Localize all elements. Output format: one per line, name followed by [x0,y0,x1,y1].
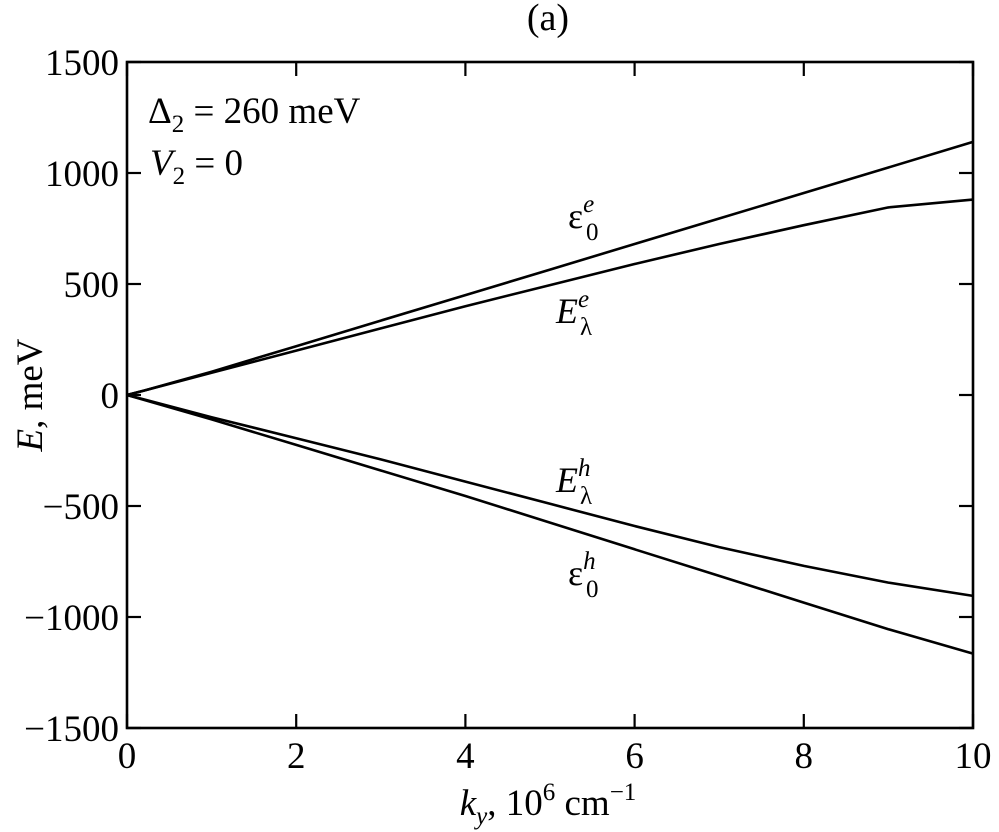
series-label-eps-e-sub: 0 [586,219,599,246]
x-axis-label: ky, 106 cm−1 [460,779,637,830]
x-axis-label-unit: cm [555,783,610,824]
annotation-delta: Δ2 = 260 meV [148,91,361,138]
axis-tick-labels: 0 2 4 6 8 10 1500 1000 500 0 −500 −1000 −1500 [24,43,991,777]
annotation-v-symbol: V [150,143,177,184]
x-tick-label: 8 [795,736,814,777]
y-tick-label: 0 [101,376,120,417]
y-axis-label-E: E [10,429,51,453]
x-tick-label: 0 [118,736,137,777]
x-axis-label-scale: , 10 [487,783,543,824]
x-axis-label-exp: 6 [543,779,556,806]
curve-eps0-e [126,140,974,397]
series-label-E-e: Ee λ [555,286,592,341]
axis-ticks [125,60,975,730]
y-tick-label: −500 [43,487,119,528]
x-axis-label-unit-exp: −1 [610,779,637,806]
annotation-v-sub: 2 [173,163,186,190]
series-label-E-h-sup: h [578,455,591,482]
y-tick-label: 500 [64,265,120,306]
series-label-E-h-main: E [555,460,578,500]
curve-E-lambda-e [126,198,974,397]
annotation-v: V2 = 0 [150,143,243,190]
x-tick-label: 4 [456,736,475,777]
x-axis-label-sub: y [473,803,488,830]
series-label-eps-h-sup: h [583,548,596,575]
data-series [126,140,974,655]
curve-eps0-h [126,393,974,655]
panel-label: (a) [527,0,569,39]
series-label-E-h-sub: λ [580,483,592,510]
plot-frame [125,60,975,730]
series-label-eps-h-main: ε [568,553,583,593]
x-tick-label: 2 [287,736,306,777]
y-tick-label: −1000 [24,598,119,639]
series-label-eps-h: εh 0 [568,548,599,603]
y-axis-label-unit: , meV [10,338,51,429]
x-axis-label-k: k [460,783,477,824]
annotation-delta-sub: 2 [172,111,185,138]
x-tick-label: 10 [955,736,992,777]
series-label-E-e-sup: e [578,286,589,313]
series-label-E-e-main: E [555,291,578,331]
series-label-eps-e-main: ε [568,196,583,236]
series-label-eps-h-sub: 0 [586,576,599,603]
series-label-E-e-sub: λ [580,314,592,341]
y-tick-label: −1500 [24,709,119,750]
annotation-v-value: = 0 [185,143,243,184]
y-tick-label: 1000 [45,154,119,195]
x-tick-label: 6 [625,736,644,777]
y-tick-label: 1500 [45,43,119,84]
series-label-eps-e-sup: e [583,191,594,218]
curve-E-lambda-h [126,393,974,598]
annotation-delta-value: = 260 meV [184,91,360,132]
y-axis-label: E, meV [10,338,51,452]
series-label-E-h: Eh λ [555,455,592,510]
series-label-eps-e: εe 0 [568,191,599,246]
annotation-delta-symbol: Δ [148,91,172,132]
